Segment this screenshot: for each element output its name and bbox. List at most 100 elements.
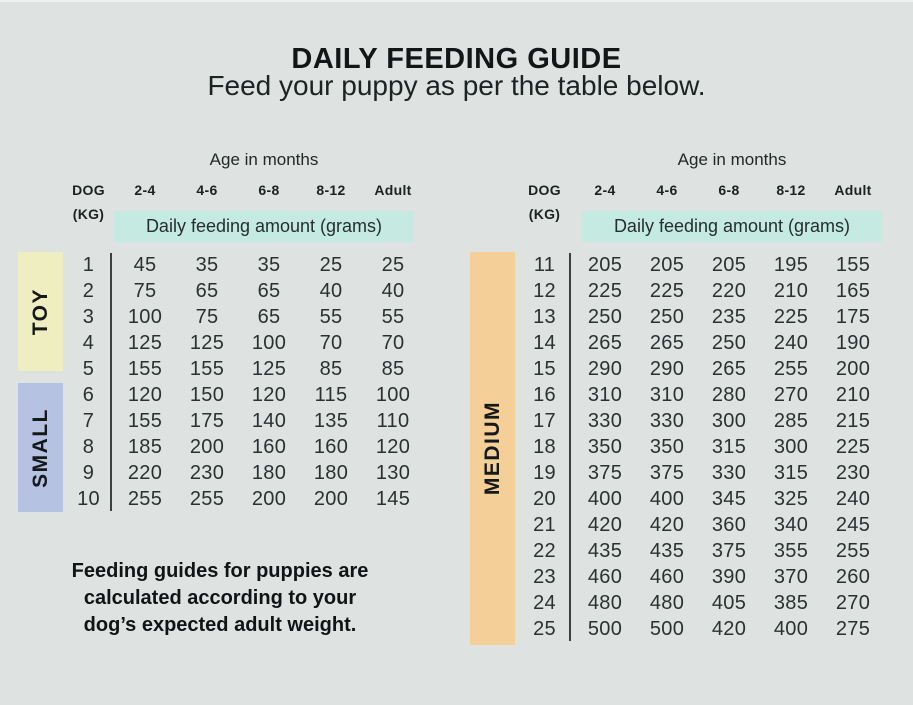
feeding-amount-value: 265 (711, 357, 747, 380)
table-row: 25 500 500 420 400 275 (515, 616, 884, 642)
age-range-header: 4-6 (196, 182, 218, 198)
dog-weight-kg: 20 (533, 487, 556, 510)
feeding-amount-value: 500 (587, 617, 623, 640)
age-range-header: 2-4 (134, 182, 156, 198)
feeding-amount-value: 290 (587, 357, 623, 380)
feeding-amount-value: 435 (587, 539, 623, 562)
age-range-header: 8-12 (316, 182, 346, 198)
feeding-amount-value: 230 (835, 461, 871, 484)
dog-weight-kg: 18 (533, 435, 556, 458)
table-row: 2 75 65 65 40 40 (63, 278, 424, 304)
feeding-amount-value: 225 (649, 279, 685, 302)
dog-weight-kg: 1 (82, 253, 95, 276)
footnote-line: calculated according to your (83, 587, 357, 609)
table-row: 13 250 250 235 225 175 (515, 304, 884, 330)
table-row: 20 400 400 345 325 240 (515, 486, 884, 512)
daily-feeding-amount-label: Daily feeding amount (grams) (114, 211, 414, 242)
table-row: 17 330 330 300 285 215 (515, 408, 884, 434)
feeding-amount-value: 480 (587, 591, 623, 614)
feeding-amount-value: 85 (319, 357, 343, 380)
feeding-amount-value: 100 (375, 383, 411, 406)
feeding-amount-value: 330 (587, 409, 623, 432)
table-row: 15 290 290 265 255 200 (515, 356, 884, 382)
feeding-amount-value: 160 (251, 435, 287, 458)
feeding-amount-value: 185 (127, 435, 163, 458)
medium-band-label: MEDIUM (480, 401, 504, 496)
table-row: 19 375 375 330 315 230 (515, 460, 884, 486)
feeding-amount-value: 340 (773, 513, 809, 536)
feeding-amount-value: 225 (835, 435, 871, 458)
age-range-header: 8-12 (776, 182, 806, 198)
feeding-amount-value: 375 (711, 539, 747, 562)
column-header-dog-kg: DOG (KG) (63, 178, 114, 226)
feeding-amount-value: 230 (189, 461, 225, 484)
feeding-amount-value: 360 (711, 513, 747, 536)
feeding-amount-value: 310 (649, 383, 685, 406)
feeding-amount-value: 375 (587, 461, 623, 484)
feeding-amount-value: 75 (133, 279, 157, 302)
feeding-amount-value: 175 (835, 305, 871, 328)
feeding-amount-value: 215 (835, 409, 871, 432)
feeding-amount-value: 420 (587, 513, 623, 536)
feeding-amount-value: 25 (381, 253, 405, 276)
feeding-amount-value: 125 (127, 331, 163, 354)
feeding-amount-value: 155 (127, 357, 163, 380)
dog-weight-kg: 7 (82, 409, 95, 432)
dog-weight-kg: 17 (533, 409, 556, 432)
kg-column-divider (569, 253, 571, 641)
feeding-amount-value: 130 (375, 461, 411, 484)
feeding-table-toy-small: Age in months DOG (KG) 2-4 4-6 6-8 8-12 … (18, 148, 424, 648)
kg-label: (KG) (528, 206, 561, 222)
feeding-amount-value: 500 (649, 617, 685, 640)
feeding-amount-value: 400 (773, 617, 809, 640)
feeding-amount-value: 315 (773, 461, 809, 484)
daily-feeding-amount-label: Daily feeding amount (grams) (582, 211, 882, 242)
table-row: 11 205 205 205 195 155 (515, 252, 884, 278)
feeding-amount-value: 375 (649, 461, 685, 484)
feeding-amount-value: 65 (257, 279, 281, 302)
feeding-amount-value: 205 (711, 253, 747, 276)
feeding-amount-value: 290 (649, 357, 685, 380)
feeding-amount-value: 100 (127, 305, 163, 328)
feeding-amount-value: 70 (381, 331, 405, 354)
feeding-amount-value: 240 (835, 487, 871, 510)
table-row: 18 350 350 315 300 225 (515, 434, 884, 460)
feeding-amount-value: 255 (189, 487, 225, 510)
feeding-amount-value: 370 (773, 565, 809, 588)
footnote: Feeding guides for puppies are calculate… (8, 558, 432, 639)
page-title: DAILY FEEDING GUIDE (291, 43, 622, 76)
feeding-table-medium: Age in months DOG (KG) 2-4 4-6 6-8 8-12 … (470, 148, 884, 648)
feeding-amount-value: 235 (711, 305, 747, 328)
feeding-amount-value: 210 (835, 383, 871, 406)
table-row: 6 120 150 120 115 100 (63, 382, 424, 408)
feeding-amount-value: 195 (773, 253, 809, 276)
feeding-amount-value: 125 (251, 357, 287, 380)
feeding-amount-value: 200 (835, 357, 871, 380)
feeding-amount-value: 285 (773, 409, 809, 432)
table-row: 12 225 225 220 210 165 (515, 278, 884, 304)
feeding-amount-value: 55 (381, 305, 405, 328)
feeding-amount-value: 275 (835, 617, 871, 640)
small-band-label: SMALL (28, 407, 52, 488)
feeding-amount-value: 270 (835, 591, 871, 614)
feeding-amount-value: 220 (711, 279, 747, 302)
feeding-amount-value: 355 (773, 539, 809, 562)
table-row: 7 155 175 140 135 110 (63, 408, 424, 434)
age-range-header: Adult (834, 182, 872, 198)
feeding-amount-value: 435 (649, 539, 685, 562)
table-row: 8 185 200 160 160 120 (63, 434, 424, 460)
page-subtitle: Feed your puppy as per the table below. (207, 70, 706, 101)
dog-weight-kg: 14 (533, 331, 556, 354)
page-edge-highlight (0, 0, 913, 2)
feeding-amount-value: 300 (773, 435, 809, 458)
feeding-amount-value: 160 (313, 435, 349, 458)
feeding-amount-value: 25 (319, 253, 343, 276)
feeding-amount-value: 180 (313, 461, 349, 484)
feeding-amount-value: 120 (127, 383, 163, 406)
feeding-amount-value: 145 (375, 487, 411, 510)
toy-band: TOY (18, 252, 63, 371)
feeding-amount-value: 225 (773, 305, 809, 328)
dog-weight-kg: 10 (77, 487, 100, 510)
feeding-amount-value: 280 (711, 383, 747, 406)
table-row: 14 265 265 250 240 190 (515, 330, 884, 356)
